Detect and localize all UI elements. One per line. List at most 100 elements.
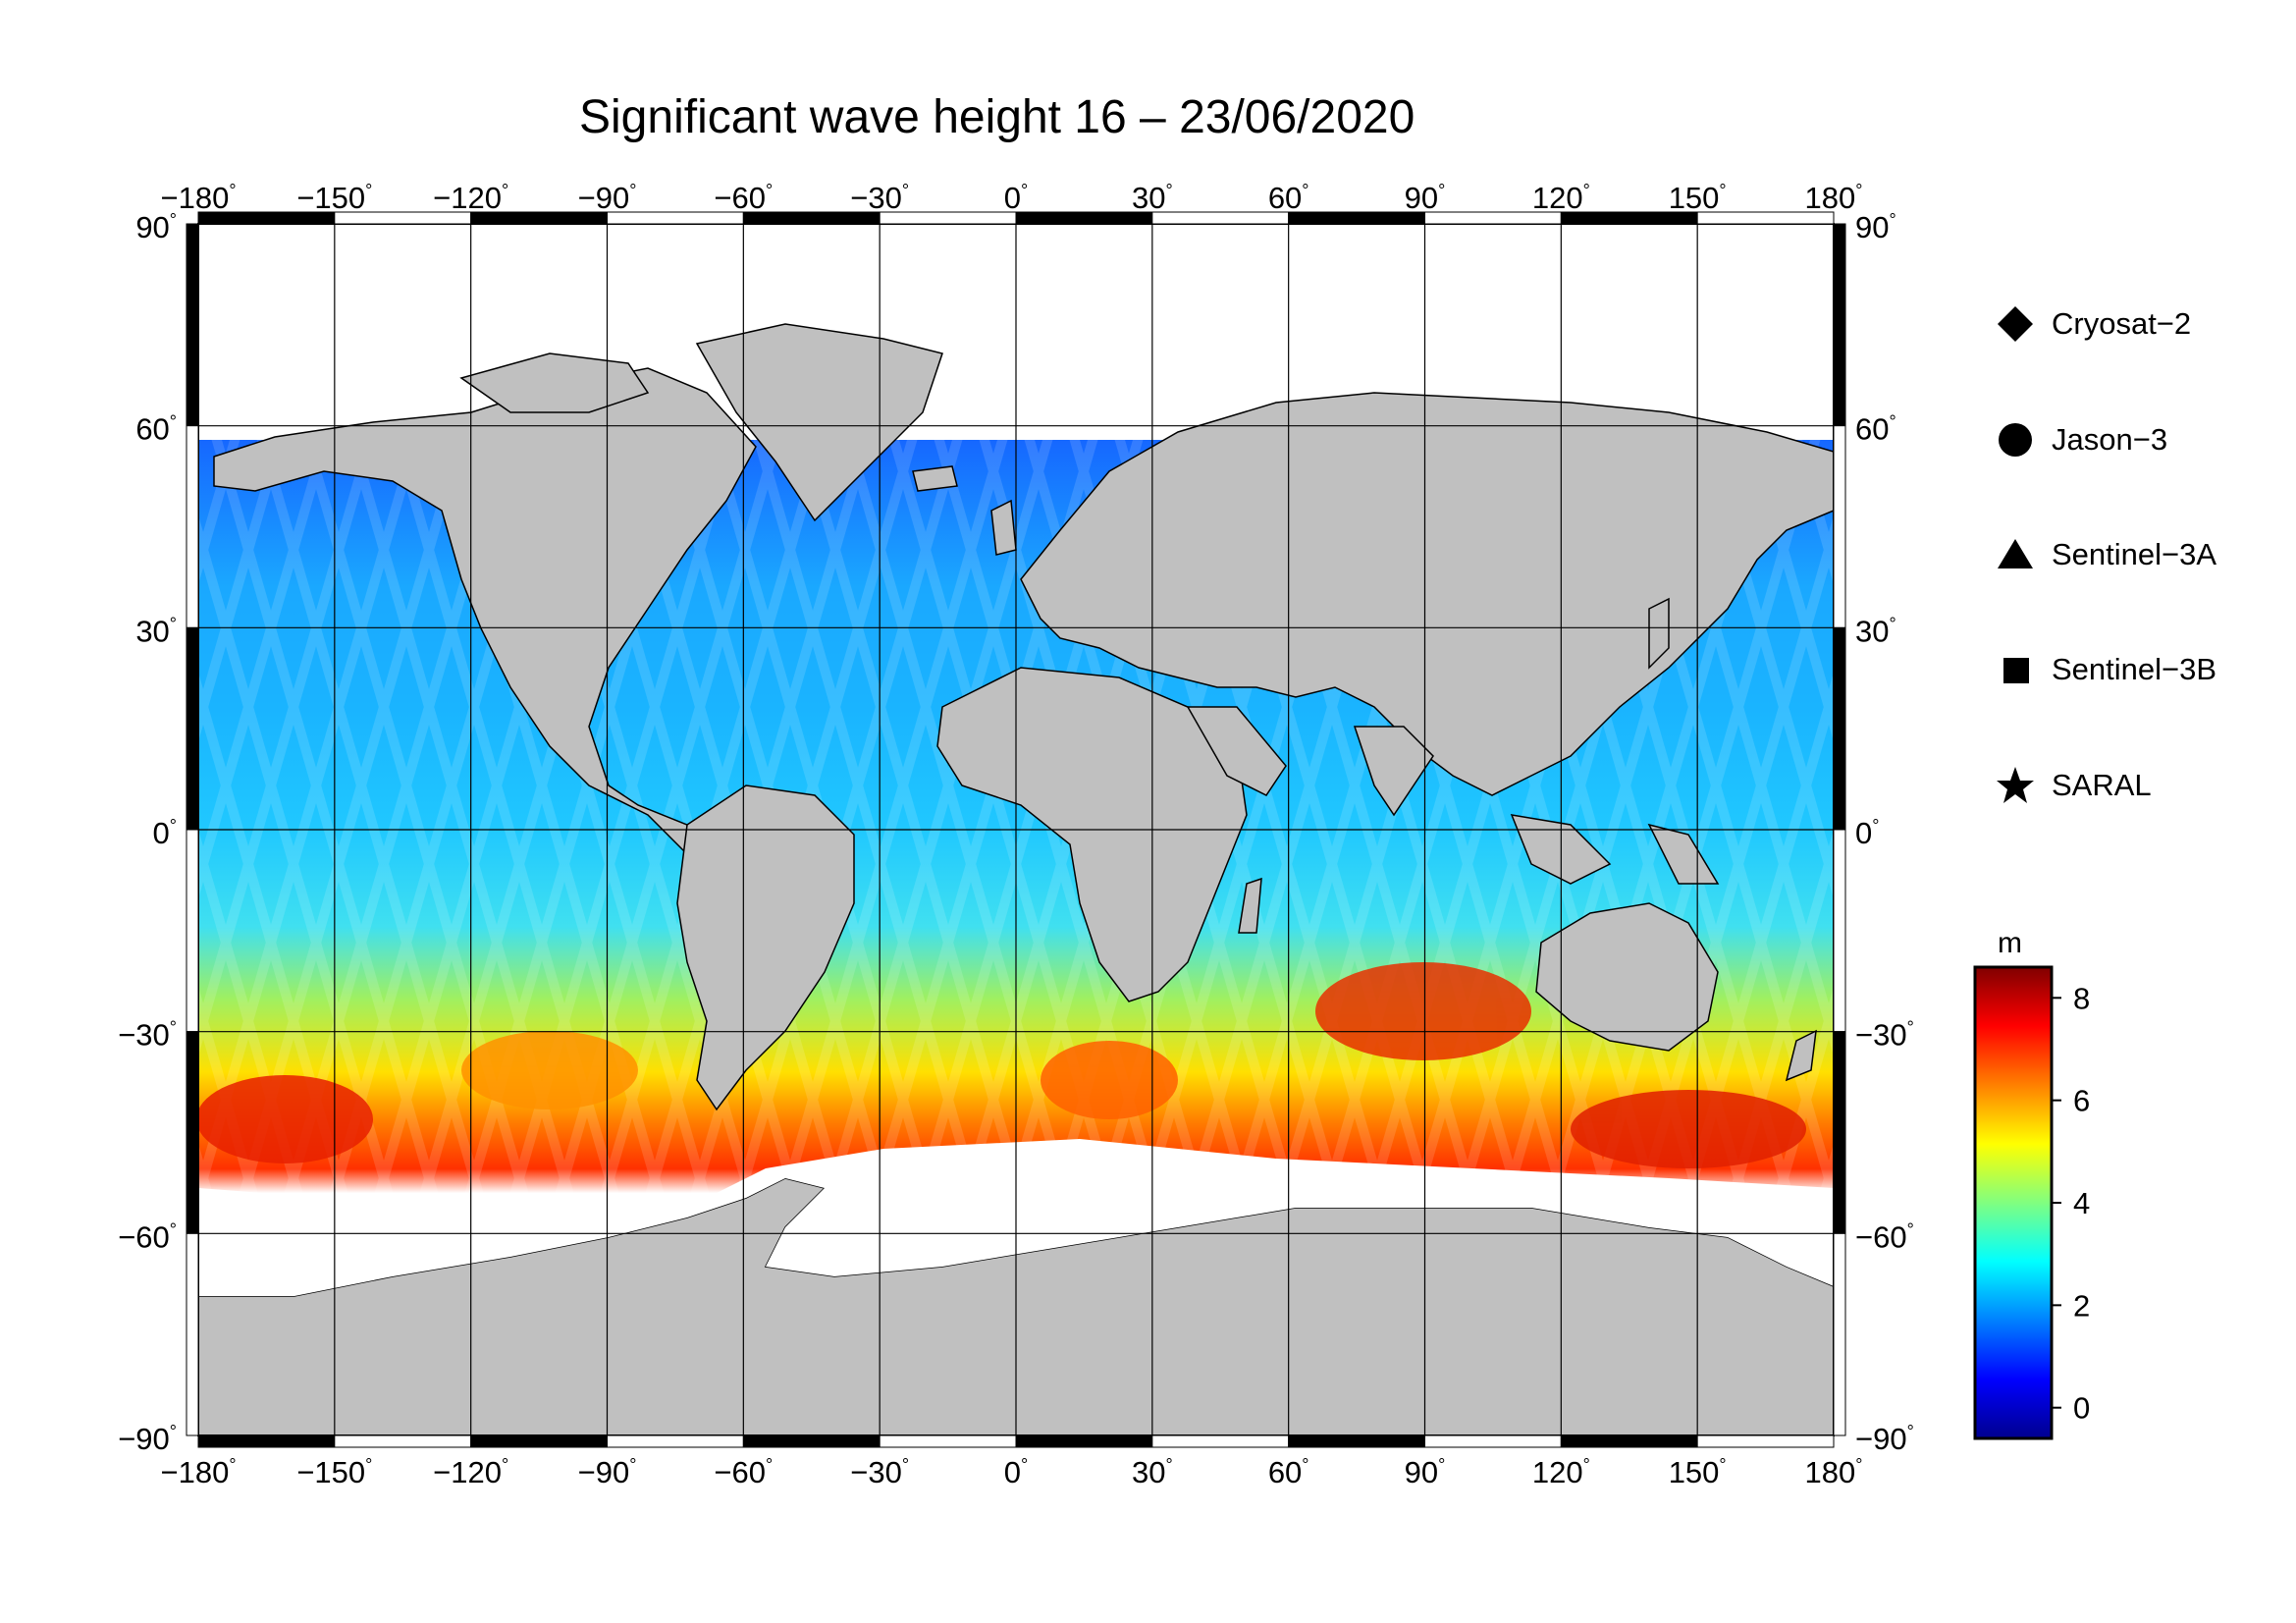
lon-tick-label: −90°	[578, 181, 637, 215]
lon-tick-label: 0°	[1004, 181, 1028, 215]
lon-tick-label: −60°	[714, 1455, 773, 1489]
lat-tick-label: 0°	[153, 816, 177, 850]
lon-labels-top: −180° −150° −120° −90° −60° −30° 0° 30° 60° 90° 12…	[160, 181, 1862, 215]
frame-segment	[1833, 425, 1846, 628]
triangle-icon	[1993, 532, 2038, 577]
south-america	[676, 784, 855, 1111]
lat-tick-label: 60°	[135, 412, 177, 447]
lon-tick-label: −180°	[160, 181, 236, 215]
frame-segment	[186, 223, 199, 427]
frame-segment	[186, 829, 199, 1033]
star-icon	[1993, 763, 2038, 808]
lat-labels-right: 90° 60° 30° 0° −30° −60° −90°	[1855, 210, 1914, 1456]
lat-tick-label: −30°	[118, 1018, 177, 1053]
lon-tick-label: 60°	[1268, 1455, 1309, 1489]
legend-item-sentinel3a: Sentinel−3A	[1993, 525, 2216, 584]
lat-tick-label: −90°	[1855, 1422, 1914, 1456]
frame-segment	[1424, 1434, 1562, 1448]
frame-segment	[1015, 1434, 1153, 1448]
lat-tick-label: 30°	[1855, 614, 1896, 648]
frame-segment	[742, 1434, 881, 1448]
lon-tick-label: 90°	[1405, 1455, 1446, 1489]
map-frame	[186, 211, 1846, 1448]
frame-segment	[1696, 211, 1835, 225]
lon-labels-bottom: −180° −150° −120° −90° −60° −30° 0° 30° 60° 90° 12…	[160, 1455, 1862, 1489]
lon-tick-label: 120°	[1532, 1455, 1590, 1489]
africa	[936, 667, 1248, 1002]
lon-tick-label: −30°	[850, 181, 909, 215]
frame-segment	[1833, 829, 1846, 1033]
lat-tick-label: 30°	[135, 614, 177, 648]
lon-tick-label: −90°	[578, 1455, 637, 1489]
legend-label: Sentinel−3B	[2052, 652, 2217, 686]
frame-segment	[1833, 1232, 1846, 1436]
lon-tick-label: 180°	[1805, 1455, 1863, 1489]
frame-segment	[607, 1434, 744, 1448]
colorbar-tick-label: 4	[2073, 1186, 2090, 1220]
lon-tick-label: −180°	[160, 1455, 236, 1489]
legend-item-cryosat: Cryosat−2	[1993, 295, 2191, 353]
frame-segment	[186, 1031, 199, 1234]
lon-tick-label: −60°	[714, 181, 773, 215]
lon-tick-label: −120°	[433, 181, 508, 215]
frame-segment	[879, 1434, 1017, 1448]
lon-tick-label: 90°	[1405, 181, 1446, 215]
colorbar-ticks: 0 2 4 6 8	[2052, 981, 2090, 1426]
lat-tick-label: 90°	[1855, 210, 1896, 244]
legend-label: Sentinel−3A	[2052, 537, 2217, 571]
frame-segment	[334, 1434, 472, 1448]
colorbar-tick-label: 0	[2073, 1391, 2090, 1426]
high-wave-patches	[198, 962, 1806, 1168]
eurasia	[1020, 392, 1834, 796]
circle-icon	[1993, 417, 2038, 462]
map-title: Significant wave height 16 – 23/06/2020	[579, 91, 1415, 143]
lat-tick-label: −60°	[1855, 1219, 1914, 1254]
lon-tick-label: 150°	[1669, 181, 1727, 215]
frame-segment	[1151, 1434, 1290, 1448]
lon-tick-label: 150°	[1669, 1455, 1727, 1489]
frame-segment	[1833, 223, 1846, 427]
lat-tick-label: 60°	[1855, 412, 1896, 447]
legend-item-sentinel3b: Sentinel−3B	[1993, 640, 2216, 699]
lat-tick-label: 90°	[135, 210, 177, 244]
lon-tick-label: 120°	[1532, 181, 1590, 215]
frame-segment	[1696, 1434, 1835, 1448]
lon-tick-label: −150°	[296, 1455, 372, 1489]
frame-segment	[1833, 1031, 1846, 1234]
lon-tick-label: 60°	[1268, 181, 1309, 215]
diamond-icon	[1993, 301, 2038, 347]
colorbar-tick-label: 8	[2073, 981, 2090, 1015]
frame-segment	[186, 1232, 199, 1436]
colorbar-tick-label: 2	[2073, 1288, 2090, 1323]
australia	[1535, 902, 1719, 1052]
frame-segment	[1833, 626, 1846, 831]
colorbar	[1973, 965, 2054, 1440]
frame-segment	[186, 425, 199, 628]
lat-tick-label: 0°	[1855, 816, 1879, 850]
lat-labels-left: 90° 60° 30° 0° −30° −60° −90°	[118, 210, 177, 1456]
legend-label: SARAL	[2052, 768, 2152, 802]
lat-tick-label: −30°	[1855, 1018, 1914, 1053]
legend-item-saral: SARAL	[1993, 756, 2152, 815]
frame-segment	[1288, 1434, 1425, 1448]
lon-tick-label: 0°	[1004, 1455, 1028, 1489]
lat-tick-label: −90°	[118, 1422, 177, 1456]
frame-segment	[186, 626, 199, 831]
greenland	[695, 323, 943, 522]
colorbar-unit: m	[1998, 927, 2022, 959]
lon-tick-label: 30°	[1132, 1455, 1173, 1489]
lon-tick-label: −30°	[850, 1455, 909, 1489]
lat-tick-label: −60°	[118, 1219, 177, 1254]
lon-tick-label: −120°	[433, 1455, 508, 1489]
square-icon	[1993, 647, 2038, 692]
frame-segment	[197, 1434, 336, 1448]
frame-segment	[1560, 1434, 1698, 1448]
lon-tick-label: −150°	[296, 181, 372, 215]
lon-tick-label: 180°	[1805, 181, 1863, 215]
frame-segment	[470, 1434, 608, 1448]
legend-label: Jason−3	[2052, 422, 2168, 457]
legend-item-jason: Jason−3	[1993, 410, 2167, 469]
lon-tick-label: 30°	[1132, 181, 1173, 215]
colorbar-tick-label: 6	[2073, 1084, 2090, 1118]
